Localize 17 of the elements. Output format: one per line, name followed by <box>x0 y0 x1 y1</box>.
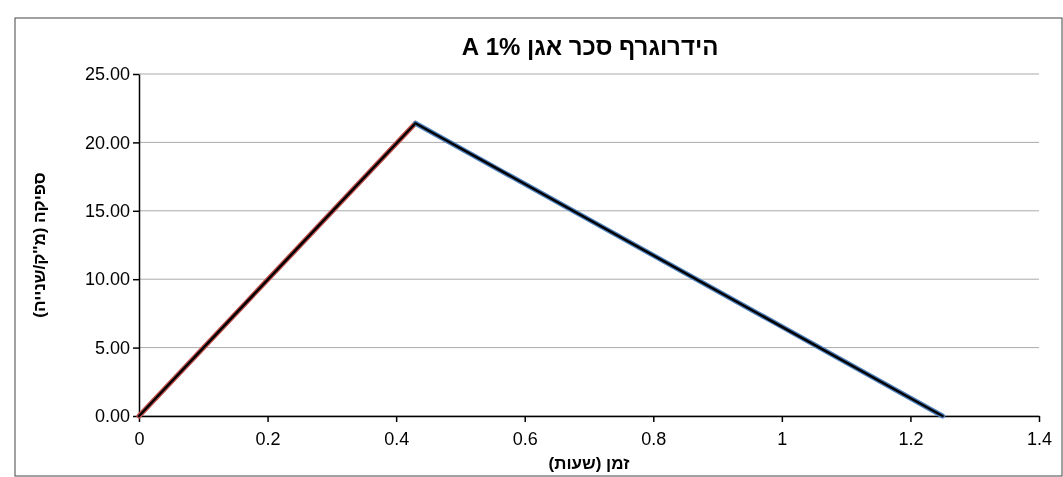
y-tick-label: 20.00 <box>84 132 130 153</box>
x-tick-label: 0.2 <box>255 428 281 449</box>
x-axis-title: זמן (שעות) <box>548 454 630 473</box>
x-tick-label: 1.2 <box>898 428 924 449</box>
y-tick-label: 0.00 <box>94 406 130 427</box>
y-tick-label: 5.00 <box>94 337 130 358</box>
x-tick-label: 0.8 <box>641 428 667 449</box>
x-tick-label: 0 <box>134 428 145 449</box>
y-tick-label: 25.00 <box>84 64 130 85</box>
x-tick-label: 1.4 <box>1026 428 1053 449</box>
x-tick-label: 0.6 <box>512 428 538 449</box>
chart-title: הידרוגרף סכר אגן 1% A <box>461 33 719 60</box>
y-tick-label: 10.00 <box>84 269 130 290</box>
y-axis-title: ספיקה (מ''ק/שנייה) <box>30 172 49 318</box>
x-tick-label: 1 <box>777 428 788 449</box>
x-tick-label: 0.4 <box>384 428 410 449</box>
y-tick-label: 15.00 <box>84 201 130 222</box>
